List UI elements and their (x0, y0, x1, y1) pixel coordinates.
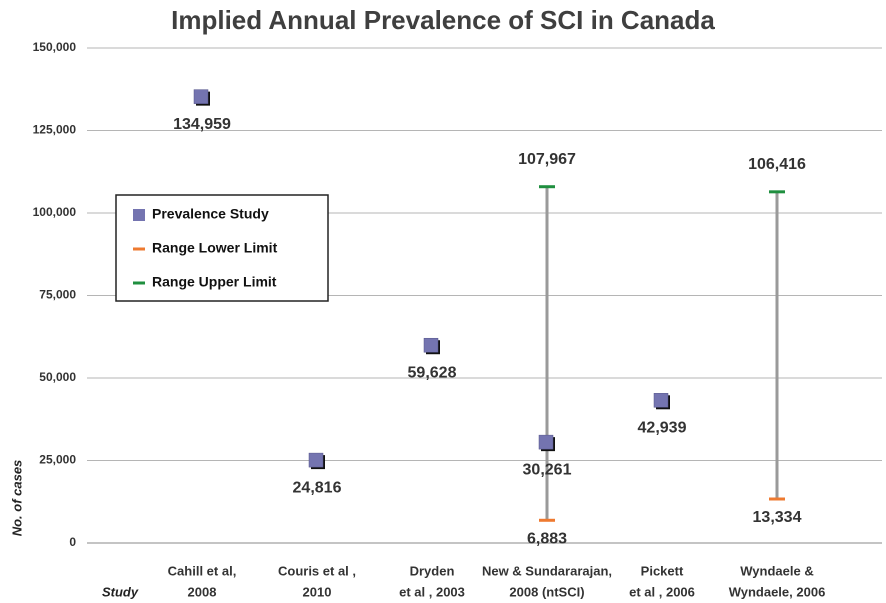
value-label: 30,261 (523, 461, 572, 478)
y-tick-label: 125,000 (33, 123, 77, 137)
x-tick-label: Pickett (641, 563, 684, 578)
x-tick-label: et al , 2003 (399, 584, 465, 599)
prevalence-marker (423, 337, 439, 353)
value-label: 134,959 (173, 116, 231, 133)
prevalence-marker (538, 434, 554, 450)
y-tick-label: 150,000 (33, 40, 77, 54)
x-tick-label: 2008 (ntSCI) (509, 584, 584, 599)
y-tick-label: 25,000 (39, 453, 76, 467)
value-label: 59,628 (408, 364, 457, 381)
prevalence-marker (308, 452, 324, 468)
value-label: 107,967 (518, 151, 576, 168)
y-tick-label: 50,000 (39, 370, 76, 384)
legend-label: Prevalence Study (152, 206, 269, 222)
y-tick-label: 0 (69, 535, 76, 549)
x-tick-label: 2010 (303, 584, 332, 599)
x-axis-label: Study (102, 584, 139, 599)
legend-swatch (133, 209, 145, 221)
x-tick-label: et al , 2006 (629, 584, 695, 599)
prevalence-marker (193, 89, 209, 104)
value-label: 13,334 (753, 509, 802, 526)
legend-label: Range Upper Limit (152, 274, 277, 290)
chart-title: Implied Annual Prevalence of SCI in Cana… (171, 5, 715, 35)
x-tick-label: Cahill et al, (168, 563, 237, 578)
legend: Prevalence Study Range Lower Limit Range U… (115, 194, 329, 302)
x-tick-label: Dryden (410, 563, 455, 578)
legend-label: Range Lower Limit (152, 240, 278, 256)
prevalence-marker (653, 393, 669, 408)
x-tick-label: 2008 (188, 584, 217, 599)
y-axis-label: No. of cases (9, 460, 24, 537)
x-tick-label: Wyndaele, 2006 (729, 584, 826, 599)
legend-box (115, 194, 329, 302)
y-tick-label: 100,000 (33, 205, 77, 219)
x-tick-label: Wyndaele & (740, 563, 813, 578)
value-label: 106,416 (748, 156, 806, 173)
x-tick-label: New & Sundararajan, (482, 563, 612, 578)
y-tick-label: 75,000 (39, 288, 76, 302)
value-label: 24,816 (293, 479, 342, 496)
value-label: 6,883 (527, 531, 567, 548)
value-label: 42,939 (638, 420, 687, 437)
x-tick-label: Couris et al , (278, 563, 356, 578)
